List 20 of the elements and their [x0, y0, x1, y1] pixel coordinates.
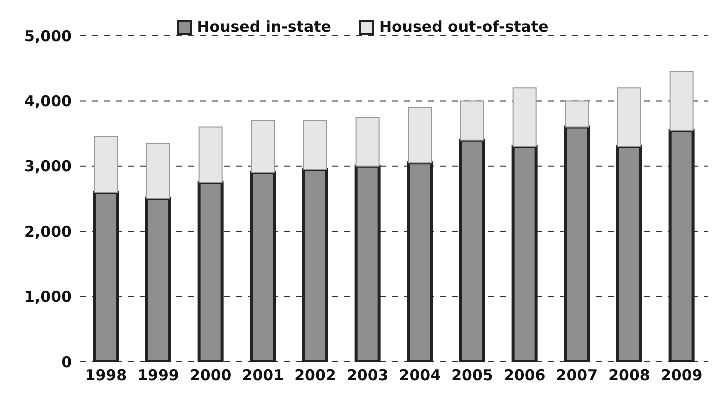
x-tick-label: 2009 [660, 366, 703, 385]
y-tick-label: 5,000 [24, 27, 72, 46]
x-tick-label: 2007 [556, 366, 598, 385]
x-tick-label: 2003 [346, 366, 389, 385]
x-tick-label: 2008 [608, 366, 650, 385]
x-tick-label: 1999 [138, 366, 180, 385]
x-tick-label: 1998 [85, 366, 128, 385]
x-tick-label: 2005 [452, 366, 494, 385]
legend-label: Housed out-of-state [379, 18, 549, 36]
x-tick-label: 2000 [190, 366, 232, 385]
x-tick-label: 2006 [504, 366, 546, 385]
y-tick-label: 2,000 [24, 222, 72, 241]
x-tick-label: 2004 [399, 366, 442, 385]
y-tick-label: 0 [62, 353, 72, 372]
legend-label: Housed in-state [197, 18, 332, 36]
x-tick-label: 2001 [242, 366, 284, 385]
y-tick-label: 4,000 [24, 92, 72, 111]
y-tick-label: 1,000 [24, 288, 72, 306]
x-tick-label: 2002 [294, 366, 336, 385]
y-tick-label: 3,000 [24, 158, 72, 176]
